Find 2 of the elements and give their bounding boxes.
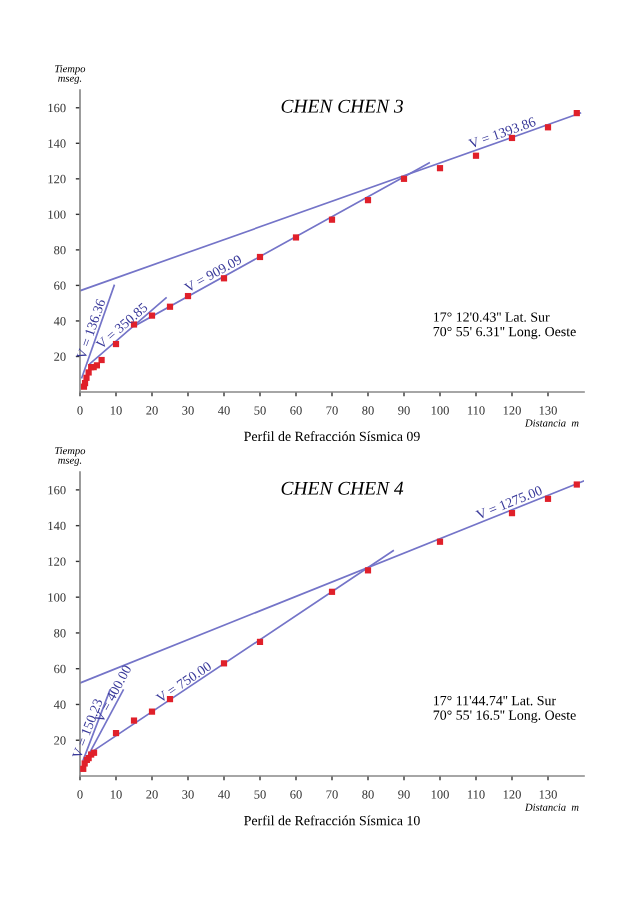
chart-title: CHEN CHEN 4 bbox=[281, 481, 404, 495]
chart-title: CHEN CHEN 3 bbox=[281, 99, 403, 113]
